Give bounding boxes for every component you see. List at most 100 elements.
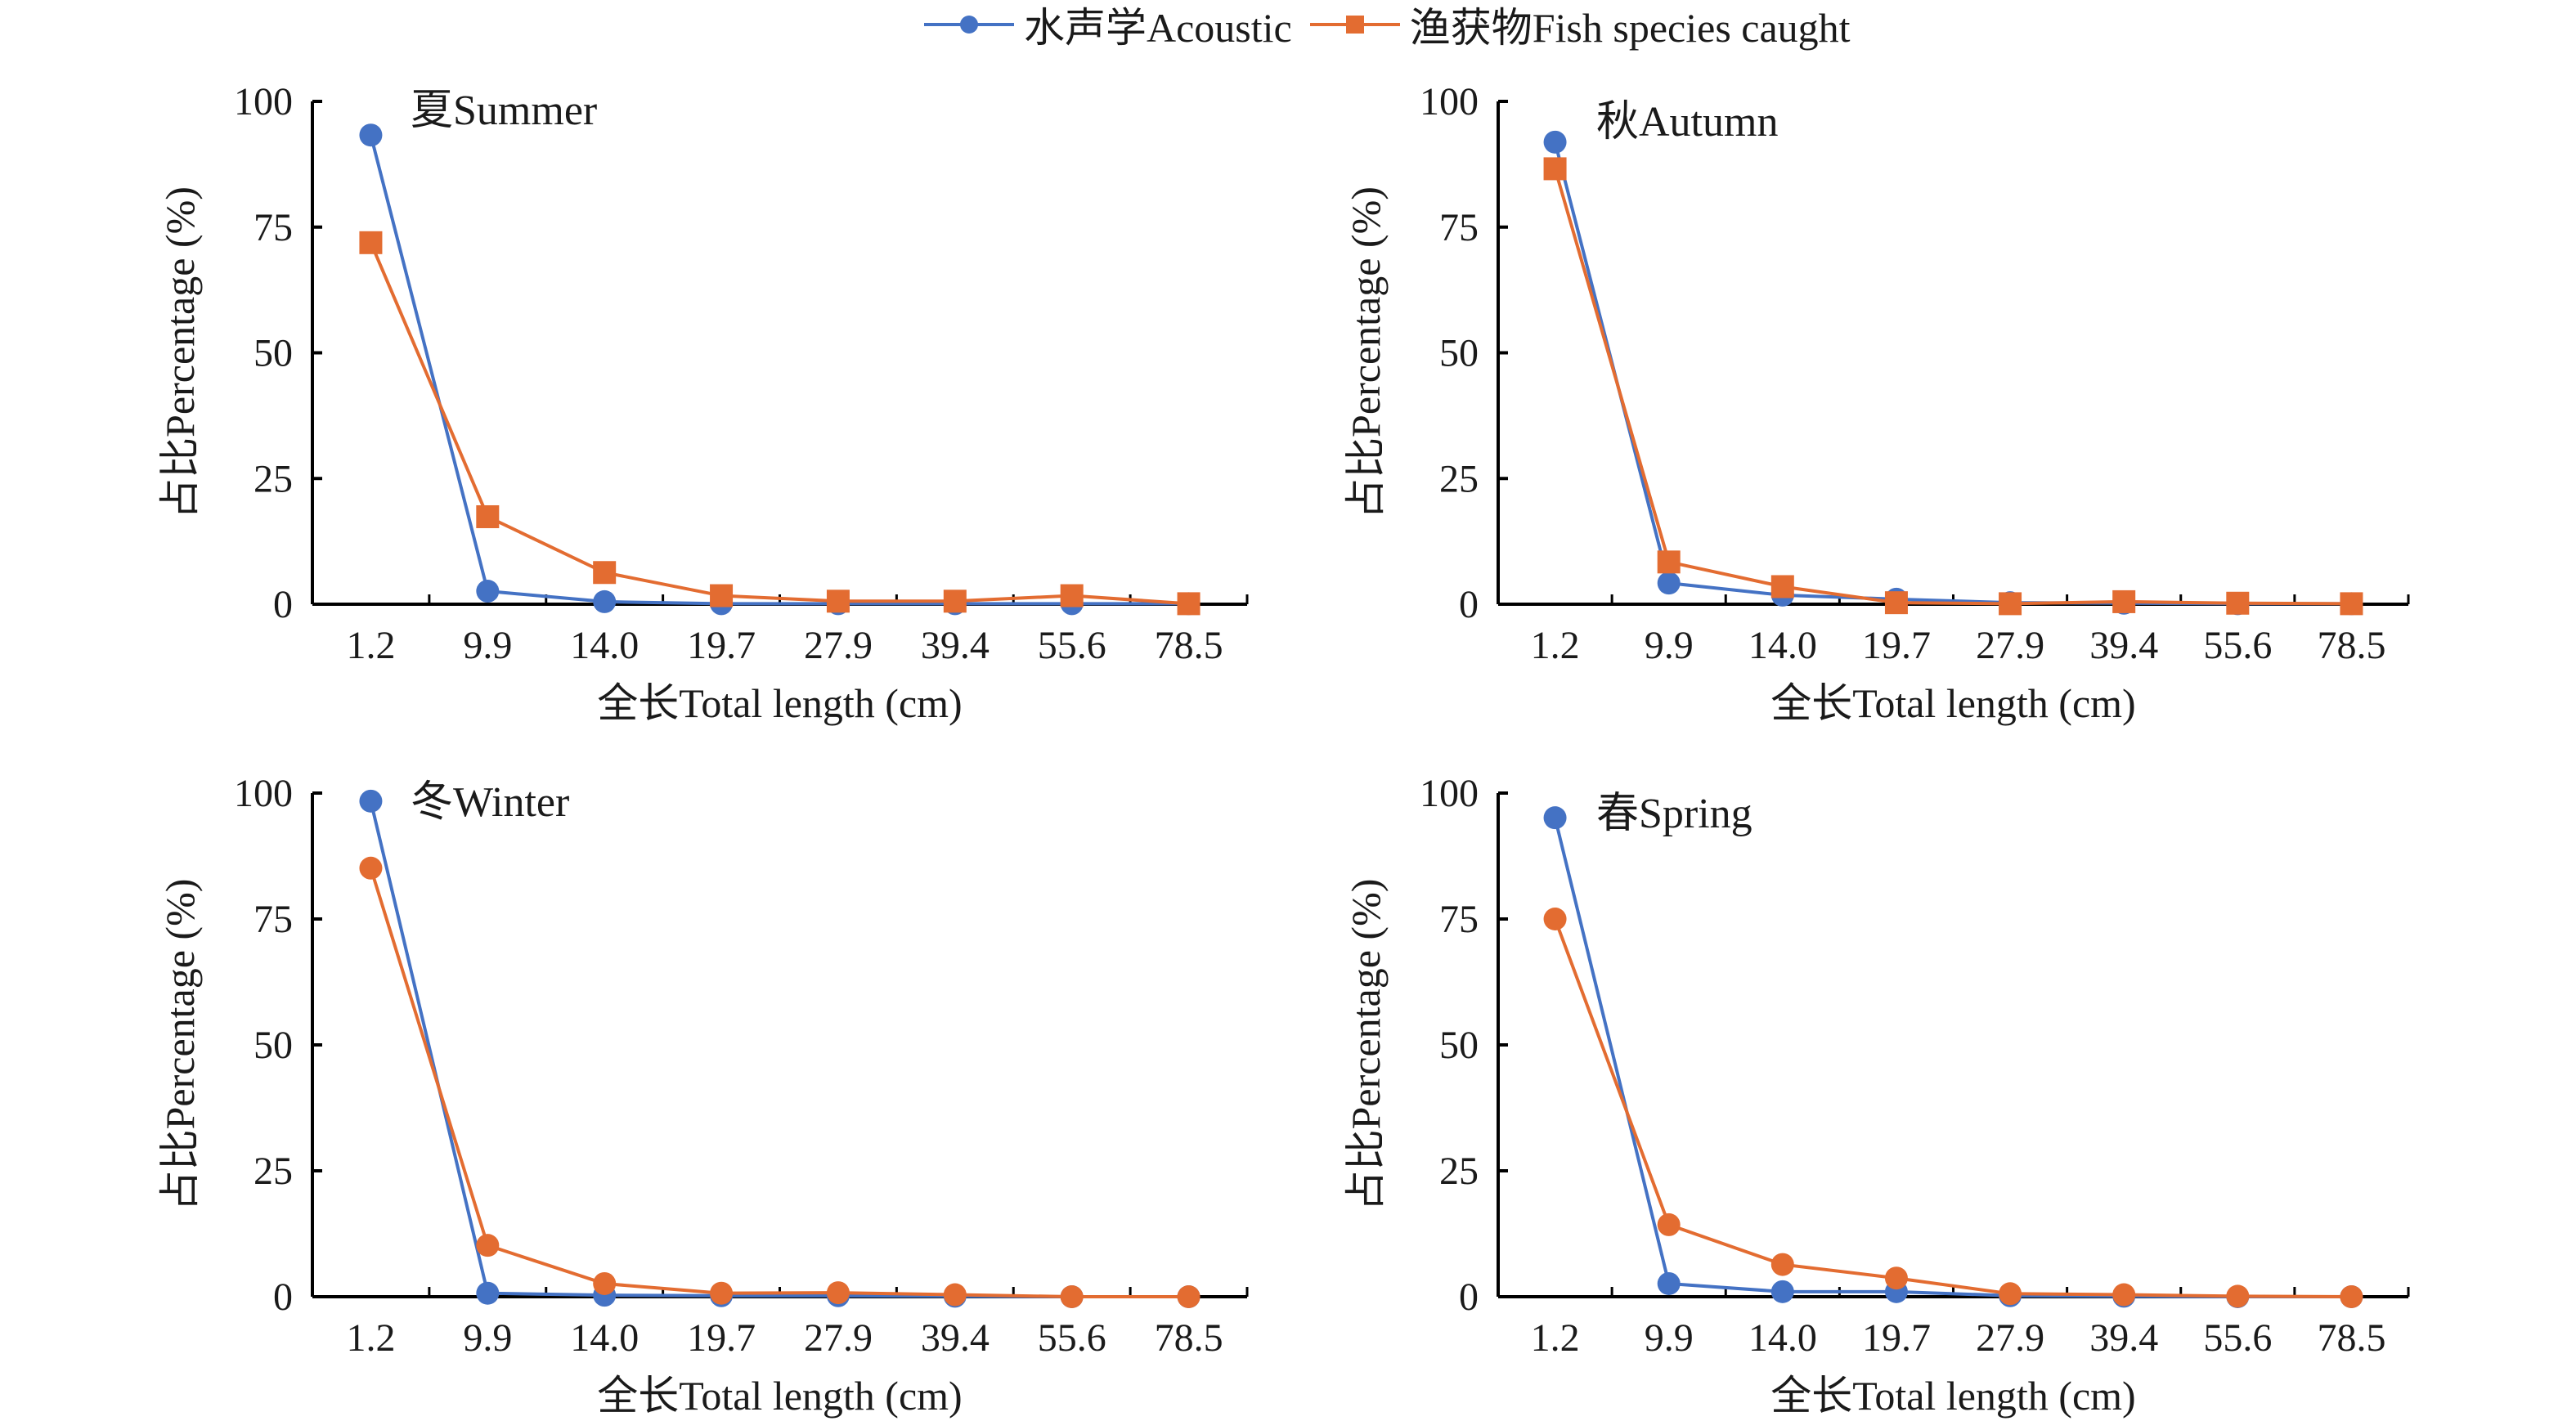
data-point xyxy=(476,580,500,603)
data-point xyxy=(593,589,617,613)
data-point xyxy=(1060,1285,1084,1308)
x-tick-label: 19.7 xyxy=(1862,1316,1931,1360)
panel-title: 冬Winter xyxy=(411,779,569,826)
series-line-acoustic xyxy=(369,800,1189,1298)
x-tick-label: 9.9 xyxy=(1645,1316,1694,1360)
x-tick-label: 27.9 xyxy=(804,624,873,667)
data-point xyxy=(1543,806,1567,830)
data-point xyxy=(826,589,850,613)
series-line-catch xyxy=(369,242,1189,606)
x-tick-label: 19.7 xyxy=(1862,624,1931,667)
x-tick-label: 78.5 xyxy=(2317,1316,2385,1360)
legend: 水声学Acoustic 渔获物Fish species caught xyxy=(924,0,1869,51)
data-point xyxy=(476,504,500,528)
y-tick-label: 50 xyxy=(1439,1024,1479,1067)
panel-title: 秋Autumn xyxy=(1596,99,1778,146)
x-tick-label: 78.5 xyxy=(2317,624,2385,667)
x-tick-label: 27.9 xyxy=(804,1316,873,1360)
x-tick-label: 27.9 xyxy=(1976,624,2044,667)
y-tick-label: 100 xyxy=(1420,80,1479,123)
data-point xyxy=(1177,1285,1200,1308)
series-line-catch xyxy=(1553,918,2352,1298)
y-tick-label: 25 xyxy=(254,457,293,500)
y-tick-label: 0 xyxy=(1459,1275,1479,1319)
x-tick-label: 1.2 xyxy=(1531,1316,1580,1360)
data-point xyxy=(1657,550,1681,574)
x-tick-label: 19.7 xyxy=(687,1316,756,1360)
data-point xyxy=(1177,592,1200,616)
data-point xyxy=(1657,572,1681,595)
x-axis-title: 全长Total length (cm) xyxy=(597,1373,962,1419)
x-tick-label: 55.6 xyxy=(2203,1316,2272,1360)
data-point xyxy=(476,1234,500,1257)
x-tick-label: 19.7 xyxy=(687,624,756,667)
y-axis-title: 占比Percentage (%) xyxy=(157,879,203,1212)
x-tick-label: 27.9 xyxy=(1976,1316,2044,1360)
legend-marker-square-icon xyxy=(1309,16,1400,34)
data-point xyxy=(1999,1282,2022,1306)
data-point xyxy=(359,856,383,880)
x-tick-label: 1.2 xyxy=(1531,624,1580,667)
x-tick-label: 14.0 xyxy=(570,1316,639,1360)
legend-label-catch: 渔获物Fish species caught xyxy=(1409,5,1851,51)
x-tick-label: 14.0 xyxy=(1748,624,1817,667)
data-point xyxy=(2112,1283,2136,1307)
y-tick-label: 100 xyxy=(234,80,293,123)
x-axis-title: 全长Total length (cm) xyxy=(597,680,962,726)
panel-title: 春Spring xyxy=(1596,791,1752,837)
x-tick-label: 78.5 xyxy=(1155,1316,1223,1360)
data-point xyxy=(476,1281,500,1305)
x-tick-label: 1.2 xyxy=(346,624,395,667)
y-tick-label: 0 xyxy=(273,583,293,626)
x-tick-label: 9.9 xyxy=(1645,624,1694,667)
data-point xyxy=(943,1283,967,1307)
x-tick-label: 9.9 xyxy=(463,624,512,667)
x-tick-label: 9.9 xyxy=(463,1316,512,1360)
data-point xyxy=(1543,157,1567,181)
series-line-catch xyxy=(1553,168,2352,606)
data-point xyxy=(826,1281,850,1305)
data-point xyxy=(1884,591,1908,615)
y-axis-title: 占比Percentage (%) xyxy=(1343,879,1389,1212)
x-tick-label: 39.4 xyxy=(921,1316,990,1360)
chart-panel-winter: 0 25 50 75 100 1.2 9.9 14.0 19.7 27.9 39.4 55.6 78.5… xyxy=(157,772,1249,1419)
data-point xyxy=(359,789,383,813)
data-point xyxy=(1999,592,2022,616)
y-tick-label: 0 xyxy=(273,1275,293,1319)
x-tick-label: 14.0 xyxy=(1748,1316,1817,1360)
data-point xyxy=(710,584,734,607)
data-point xyxy=(359,123,383,147)
y-tick-label: 75 xyxy=(1439,206,1479,249)
data-point xyxy=(1770,1253,1794,1276)
data-point xyxy=(1060,584,1084,607)
data-point xyxy=(1657,1213,1681,1236)
x-axis-title: 全长Total length (cm) xyxy=(1770,680,2135,726)
x-tick-label: 14.0 xyxy=(570,624,639,667)
data-point xyxy=(2112,589,2136,613)
data-point xyxy=(943,589,967,613)
x-tick-label: 1.2 xyxy=(346,1316,395,1360)
data-point xyxy=(1657,1271,1681,1295)
legend-item-catch: 渔获物Fish species caught xyxy=(1309,0,1851,54)
chart-panel-spring: 0 25 50 75 100 1.2 9.9 14.0 19.7 27.9 39.4 55.6 78.5… xyxy=(1343,772,2410,1419)
y-axis-title: 占比Percentage (%) xyxy=(157,186,203,519)
x-tick-label: 39.4 xyxy=(2089,1316,2158,1360)
y-axis-title: 占比Percentage (%) xyxy=(1343,186,1389,519)
x-tick-label: 39.4 xyxy=(2089,624,2158,667)
data-point xyxy=(2226,1284,2250,1308)
series-line-acoustic xyxy=(1553,141,2352,606)
chart-panel-autumn: 0 25 50 75 100 1.2 9.9 14.0 19.7 27.9 39.4 55.6 78.5… xyxy=(1343,80,2410,726)
legend-item-acoustic: 水声学Acoustic xyxy=(924,0,1292,54)
data-point xyxy=(1884,1266,1908,1290)
panel-title: 夏Summer xyxy=(411,87,597,134)
data-point xyxy=(1770,575,1794,598)
data-point xyxy=(593,1271,617,1295)
x-tick-label: 39.4 xyxy=(921,624,990,667)
y-tick-label: 50 xyxy=(1439,332,1479,375)
series-line-catch xyxy=(369,867,1189,1298)
y-tick-label: 25 xyxy=(1439,1150,1479,1193)
y-tick-label: 25 xyxy=(254,1150,293,1193)
x-tick-label: 55.6 xyxy=(1038,624,1106,667)
